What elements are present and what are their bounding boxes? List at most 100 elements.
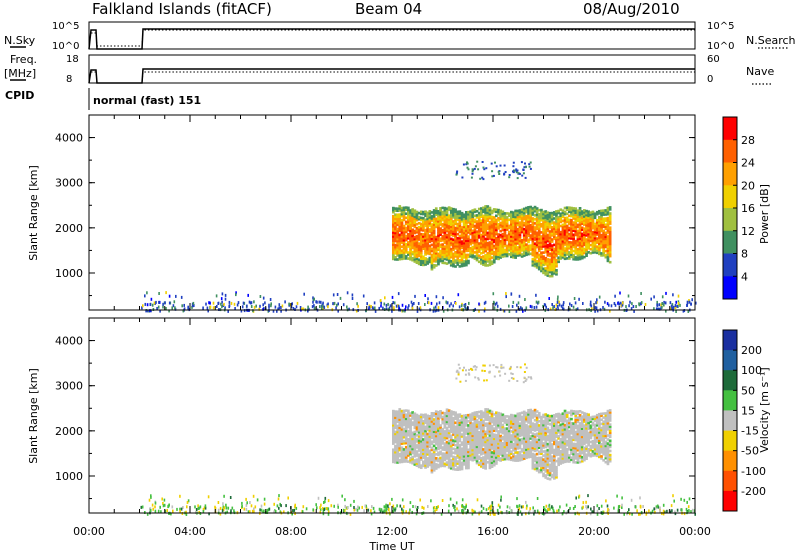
data-cell: [540, 265, 543, 269]
data-cell: [533, 246, 537, 250]
data-cell: [535, 266, 539, 269]
data-cell: [394, 245, 397, 249]
data-cell: [456, 433, 460, 437]
data-cell: [456, 415, 460, 419]
data-cell: [512, 454, 515, 458]
data-cell: [540, 468, 543, 472]
data-cell: [467, 432, 470, 435]
data-cell: [522, 250, 526, 253]
data-cell: [578, 249, 582, 253]
data-cell: [518, 227, 522, 231]
data-cell: [553, 305, 555, 308]
data-cell: [559, 450, 563, 453]
data-cell: [443, 420, 447, 423]
data-cell: [456, 456, 460, 459]
data-cell: [475, 423, 479, 426]
data-cell: [422, 423, 425, 427]
data-cell: [467, 259, 470, 263]
y-tick-label: 4000: [55, 132, 83, 145]
data-cell: [555, 476, 558, 479]
data-cell: [553, 469, 556, 472]
data-cell: [407, 409, 410, 413]
data-cell: [398, 245, 402, 249]
data-cell: [497, 413, 500, 417]
data-cell: [688, 300, 691, 304]
data-cell: [447, 429, 451, 433]
data-cell: [484, 229, 487, 233]
data-cell: [604, 227, 608, 230]
data-cell: [563, 241, 567, 244]
data-cell: [516, 432, 520, 436]
data-cell: [422, 241, 425, 244]
data-cell: [507, 415, 511, 418]
data-cell: [548, 234, 552, 237]
data-cell: [462, 448, 466, 452]
data-cell: [518, 416, 522, 419]
data-cell: [507, 435, 511, 439]
data-cell: [488, 237, 492, 240]
data-cell: [445, 447, 449, 450]
data-cell: [559, 208, 563, 211]
data-cell: [434, 209, 438, 212]
data-cell: [443, 208, 447, 212]
data-cell: [482, 232, 485, 236]
data-cell: [516, 451, 520, 454]
data-cell: [531, 243, 535, 247]
data-cell: [437, 230, 440, 233]
data-cell: [533, 425, 537, 428]
data-cell: [553, 237, 556, 241]
data-cell: [454, 417, 457, 421]
data-cell: [527, 226, 530, 229]
data-cell: [430, 249, 434, 253]
data-cell: [413, 412, 417, 415]
data-cell: [490, 441, 494, 444]
data-cell: [437, 453, 440, 457]
data-cell: [394, 252, 397, 255]
data-cell: [533, 408, 537, 412]
data-cell: [550, 260, 554, 264]
data-cell: [411, 447, 414, 451]
data-cell: [608, 214, 612, 217]
data-cell: [527, 439, 530, 443]
data-cell: [583, 221, 586, 224]
data-cell: [404, 220, 408, 224]
data-cell: [348, 307, 350, 311]
data-cell: [484, 209, 487, 212]
data-cell: [396, 213, 399, 217]
data-cell: [469, 228, 472, 232]
data-cell: [339, 296, 342, 300]
data-cell: [486, 432, 490, 436]
data-cell: [553, 229, 556, 232]
data-cell: [465, 211, 468, 214]
data-cell: [495, 245, 498, 248]
data-cell: [510, 241, 513, 244]
data-cell: [419, 245, 423, 248]
data-cell: [535, 448, 539, 452]
data-cell: [542, 269, 545, 273]
data-cell: [409, 229, 412, 233]
data-cell: [565, 226, 569, 230]
data-cell: [447, 447, 451, 451]
data-cell: [540, 243, 543, 246]
data-cell: [535, 293, 537, 297]
data-cell: [432, 227, 436, 230]
data-cell: [497, 426, 500, 429]
data-cell: [504, 171, 507, 173]
data-cell: [475, 421, 479, 424]
data-cell: [503, 451, 507, 455]
data-cell: [507, 230, 511, 234]
data-cell: [346, 305, 348, 309]
data-cell: [462, 233, 466, 237]
data-cell: [501, 458, 505, 461]
data-cell: [407, 235, 410, 238]
data-cell: [499, 412, 502, 416]
data-cell: [499, 233, 502, 237]
data-cell: [462, 215, 466, 218]
data-cell: [548, 467, 552, 471]
data-cell: [319, 305, 321, 309]
data-cell: [546, 465, 550, 468]
data-cell: [518, 450, 522, 454]
data-cell: [432, 464, 436, 468]
data-cell: [426, 420, 429, 424]
data-cell: [544, 453, 548, 457]
